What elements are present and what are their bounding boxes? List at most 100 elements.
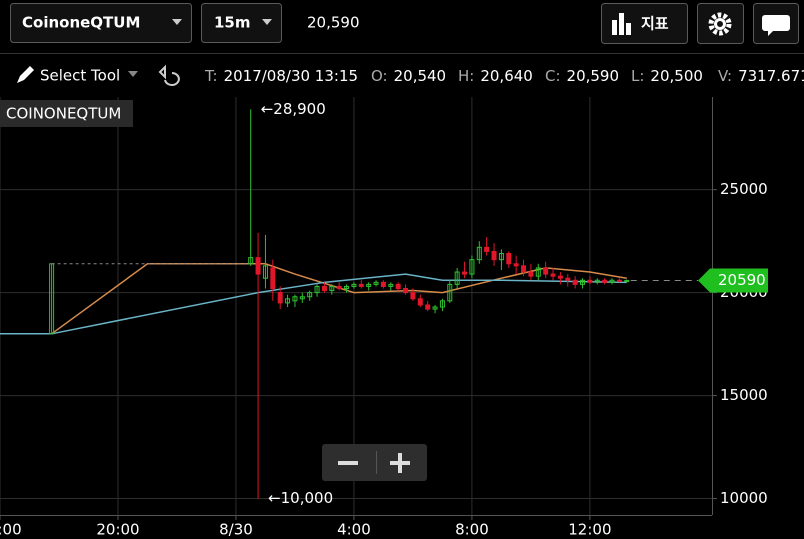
candle-body — [616, 279, 622, 282]
overlay: 20590 ←28,900 ←10,000 — [261, 100, 768, 507]
last-price-tag — [698, 268, 768, 293]
field-label: L: — [631, 67, 644, 85]
y-tick-label: 25000 — [720, 180, 768, 198]
candle-body — [380, 281, 386, 287]
indicator-label: 지표 — [641, 15, 669, 33]
candle-body — [609, 279, 615, 283]
candle-body — [373, 281, 379, 285]
candle-body — [602, 279, 608, 283]
candle-body — [417, 298, 423, 306]
candle-body — [439, 300, 445, 308]
caret — [172, 19, 182, 25]
candle-body — [299, 296, 305, 300]
candle-body — [403, 287, 409, 294]
candle-body — [521, 265, 527, 273]
field-label: H: — [458, 67, 474, 85]
zoom-control — [322, 444, 427, 481]
x-tick-label: 12:00 — [568, 521, 611, 539]
candle-body — [307, 292, 313, 298]
candle-body — [447, 283, 453, 302]
y-tick-label: 10000 — [720, 489, 768, 507]
candle-body — [395, 283, 401, 289]
candle-body — [336, 285, 342, 289]
candle-body — [388, 283, 394, 287]
symbol: CoinoneQTUM — [22, 14, 140, 32]
ohlc-field: T: 2017/08/30 13:15 — [204, 67, 358, 85]
candle-body — [454, 271, 460, 285]
candle-body — [572, 279, 578, 285]
x-tick-label: 20:00 — [96, 521, 139, 539]
candle-body — [314, 285, 320, 294]
candle-body — [498, 252, 504, 261]
candle-body — [469, 259, 475, 275]
candle-body — [255, 257, 261, 275]
candle-body — [344, 285, 350, 289]
candle-body — [543, 267, 549, 275]
extreme-label: ←28,900 — [261, 100, 326, 118]
ohlc-field: O: 20,540 — [371, 67, 446, 85]
candle-body — [491, 250, 497, 261]
ohlc-info: T: 2017/08/30 13:15 O: 20,540 H: 20,640 C: 20,5… — [204, 67, 804, 85]
candle-body — [277, 292, 283, 304]
gear-icon — [708, 12, 732, 36]
candle-body — [270, 267, 276, 289]
candle-body — [432, 306, 438, 310]
zoom-in[interactable] — [390, 453, 410, 473]
caret — [128, 71, 138, 77]
field-value: 2017/08/30 13:15 — [224, 67, 358, 85]
field-value: 20,500 — [650, 67, 703, 85]
candle-body — [565, 277, 571, 281]
candle-body — [321, 285, 327, 292]
candle-body — [550, 273, 556, 277]
candle-body — [351, 283, 357, 287]
ohlc-field: V: 7317.671 — [718, 67, 804, 85]
caret — [262, 19, 272, 25]
candle-body — [557, 275, 563, 279]
candle-body — [358, 283, 364, 287]
candle-body — [292, 296, 298, 302]
bar-icon — [612, 13, 631, 35]
ohlc-field: L: 20,500 — [631, 67, 703, 85]
ohlc-field: H: 20,640 — [458, 67, 533, 85]
candle-body — [528, 271, 534, 277]
candle-body — [425, 304, 431, 310]
candle-body — [513, 263, 519, 267]
candle-body — [476, 246, 482, 261]
field-label: C: — [545, 67, 561, 85]
undo-icon[interactable] — [158, 64, 180, 86]
legend-box — [0, 100, 133, 127]
x-tick-label: 8:00 — [455, 521, 489, 539]
chat-icon — [762, 15, 790, 36]
zoom-out[interactable] — [338, 461, 358, 465]
extreme-label: ←10,000 — [268, 489, 333, 507]
candle-body — [366, 283, 372, 287]
last-price-label: 20590 — [718, 271, 766, 289]
ohlc-field: C: 20,590 — [545, 67, 619, 85]
field-label: O: — [371, 67, 388, 85]
plot — [0, 109, 630, 499]
candle-body — [535, 267, 541, 277]
candle-body — [410, 292, 416, 300]
candle-body — [262, 265, 268, 279]
y-tick-label: 15000 — [720, 386, 768, 404]
candle-body — [580, 279, 586, 285]
select-tool[interactable]: Select Tool — [40, 67, 120, 85]
pencil-icon[interactable] — [17, 66, 34, 83]
interval: 15m — [214, 14, 251, 32]
legend: COINONEQTUM — [6, 105, 121, 123]
candle-body — [484, 246, 490, 252]
candle-body — [285, 298, 291, 304]
interval-select[interactable] — [201, 3, 282, 43]
x-tick-label: 16:00 — [0, 521, 22, 539]
x-tick-label: 4:00 — [337, 521, 371, 539]
field-value: 20,590 — [567, 67, 620, 85]
field-value: 20,640 — [480, 67, 533, 85]
field-value: 20,540 — [394, 67, 447, 85]
symbol-select[interactable] — [10, 3, 192, 43]
candle-body — [624, 279, 630, 282]
candle-body — [506, 252, 512, 265]
field-label: T: — [204, 67, 218, 85]
candle-body — [587, 279, 593, 283]
